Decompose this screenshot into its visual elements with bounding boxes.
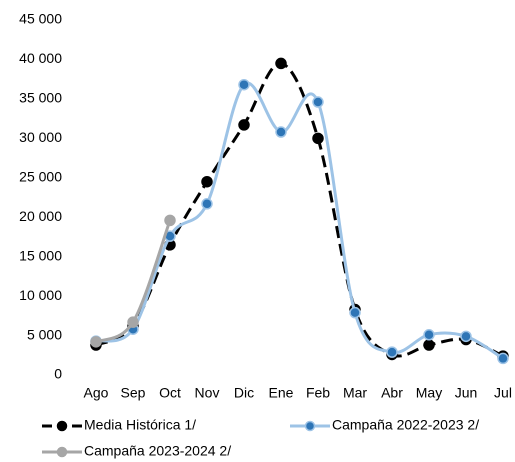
y-tick-label: 30 000 [19, 129, 62, 145]
data-point [497, 352, 509, 365]
x-tick-label: Jul [494, 385, 512, 401]
data-point [127, 316, 139, 328]
y-tick-label: 0 [54, 366, 62, 382]
x-tick-label: Mar [343, 385, 367, 401]
data-point [386, 346, 398, 358]
x-tick-label: Nov [195, 385, 220, 401]
data-point [423, 329, 435, 341]
x-tick-label: May [416, 385, 442, 401]
y-tick-label: 10 000 [19, 287, 62, 303]
legend-label: Campaña 2022-2023 2/ [332, 417, 479, 433]
y-tick-label: 5 000 [27, 326, 62, 342]
y-tick-label: 45 000 [19, 11, 62, 27]
y-tick-label: 35 000 [19, 90, 62, 106]
x-tick-label: Sep [121, 385, 146, 401]
x-tick-label: Oct [159, 385, 181, 401]
x-tick-label: Ago [84, 385, 109, 401]
y-tick-label: 20 000 [19, 208, 62, 224]
x-tick-label: Ene [269, 385, 294, 401]
legend-label: Campaña 2023-2024 2/ [84, 443, 231, 459]
series-line [95, 81, 504, 360]
y-tick-label: 25 000 [19, 168, 62, 184]
data-point [238, 119, 250, 131]
data-point [423, 339, 435, 351]
data-point [201, 198, 213, 210]
data-point [275, 57, 287, 70]
data-point [90, 336, 102, 348]
data-point [275, 126, 287, 138]
data-point [164, 214, 176, 227]
legend-marker [56, 420, 68, 432]
x-tick-label: Abr [381, 385, 403, 401]
x-tick-label: Jun [455, 385, 478, 401]
legend-marker [304, 420, 316, 432]
legend-label: Media Histórica 1/ [84, 417, 196, 433]
y-tick-label: 15 000 [19, 247, 62, 263]
data-point [312, 132, 324, 145]
data-point [349, 306, 361, 319]
data-point [201, 175, 213, 188]
data-point [312, 96, 324, 108]
x-tick-label: Feb [306, 385, 330, 401]
data-point [238, 78, 250, 91]
x-tick-label: Dic [234, 385, 254, 401]
y-tick-label: 40 000 [19, 50, 62, 66]
data-point [460, 330, 472, 343]
legend-marker [56, 446, 68, 458]
